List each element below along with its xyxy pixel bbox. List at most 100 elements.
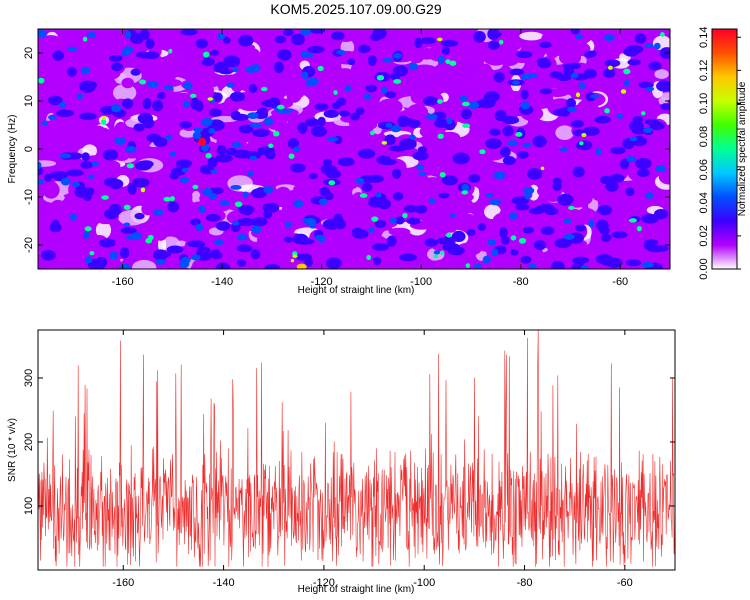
spectrogram-cell [207, 97, 214, 101]
spectrogram-cell [540, 226, 555, 235]
spectrogram-cell [102, 149, 119, 161]
spectrogram-cell [420, 36, 436, 45]
spectrogram-cell [274, 35, 287, 44]
spectrogram-cell [612, 167, 632, 176]
spectrogram-cell [330, 31, 345, 41]
spectrogram-cell [87, 32, 97, 39]
spectrogram-cell [572, 249, 597, 259]
spectrogram-cell [437, 133, 444, 139]
spectrogram-cell [487, 40, 500, 50]
spectrogram-cell [510, 235, 517, 241]
spectrogram-cell [347, 58, 356, 66]
spectrogram-cell [575, 140, 593, 151]
spectrogram-cell [565, 98, 577, 109]
spectrogram-cell [140, 187, 146, 193]
spectrogram-cell [249, 155, 257, 161]
spectrogram-cell [414, 37, 423, 49]
spectrogram-cell [101, 195, 109, 200]
colorbar-label: Normalized spectral amplitude [737, 81, 748, 216]
spectrogram-cell [47, 75, 68, 86]
spectrogram-cell [139, 29, 150, 41]
spectrogram-cell [262, 202, 280, 213]
spectrogram-cell [66, 152, 83, 160]
spectrogram-cell [230, 185, 242, 190]
spectrogram-cell [74, 240, 88, 252]
spectrogram-cell [268, 143, 274, 149]
spectrogram-cell [38, 35, 63, 51]
spectrogram-cell [399, 253, 417, 262]
spectrogram-cell [643, 242, 656, 251]
spectrogram-cell [336, 97, 347, 106]
spectrogram-x-axis: -160 -140 -120 -100 -80 -60 [112, 29, 628, 288]
spectrogram-cell [142, 186, 165, 200]
spectrogram-cell [381, 86, 388, 94]
spectrogram-cell [284, 236, 294, 243]
spectrogram-cell [603, 68, 616, 79]
colorbar-tick-label: 0.10 [698, 93, 710, 114]
spectrogram-cell [38, 237, 50, 253]
spectrogram-cell [562, 218, 573, 224]
spectrogram-cell [361, 182, 373, 192]
spectrogram-cell [545, 154, 558, 168]
spectrogram-cell [267, 221, 287, 237]
spectrogram-cell [414, 204, 428, 214]
spectrogram-cell [389, 217, 397, 224]
spectrogram-cell [50, 170, 68, 180]
spectrogram-cell [337, 157, 355, 167]
spectrogram-cell [657, 80, 670, 89]
spectrogram-cell [64, 199, 91, 216]
spectrogram-cell [507, 140, 518, 147]
spectrogram-cell [38, 178, 45, 185]
spectrogram-cell [165, 134, 173, 141]
spectrogram-cell [462, 123, 471, 129]
spectrogram-cell [628, 218, 637, 223]
colorbar-tick-label: 0.04 [698, 192, 710, 213]
spectrogram-cell [179, 259, 190, 268]
colorbar-scale [711, 28, 738, 270]
spectrogram-cell [374, 182, 387, 192]
spectrogram-cell [498, 39, 504, 45]
spectrogram-cell [273, 150, 300, 161]
spectrogram-cell [466, 228, 476, 237]
spectrogram-cell [38, 160, 57, 167]
spectrogram-cell [572, 256, 590, 265]
spectrogram-peak [296, 263, 307, 269]
spectrogram-cell [169, 172, 180, 180]
spectrogram-cell [603, 34, 615, 41]
spectrogram-cell [567, 106, 577, 113]
spectrogram-cell [181, 167, 189, 173]
spectrogram-cell [390, 125, 402, 133]
spectrogram-cell [314, 103, 329, 111]
spectrogram-cell [190, 154, 206, 164]
spectrogram-cell [101, 160, 121, 171]
spectrogram-cell [440, 39, 459, 47]
spectrogram-cell [336, 200, 349, 210]
spectrogram-cell [121, 77, 134, 89]
spectrogram-cell [499, 227, 508, 239]
spectrogram-cell [122, 98, 134, 109]
spectrogram-cell [192, 259, 208, 269]
spectrogram-cell [242, 191, 249, 199]
spectrogram-cell [299, 237, 309, 245]
spectrogram-cell [111, 62, 123, 72]
spectrogram-cell [381, 140, 388, 145]
spectrogram-cell [579, 141, 584, 146]
spectrogram-cell [247, 170, 254, 177]
spectrogram-cell [69, 259, 86, 269]
spectrogram-cell [424, 238, 438, 247]
spectrogram-cell [438, 192, 450, 199]
spectrogram-cell [595, 254, 614, 265]
spectrogram-cell [570, 29, 580, 35]
spectrogram-cell [145, 238, 153, 244]
spectrogram-cell [555, 125, 574, 141]
spectrogram-cell [418, 171, 427, 177]
spectrogram-cell [437, 55, 445, 64]
spectrogram-cell [354, 262, 371, 269]
spectrogram-cell [193, 127, 203, 133]
spectrogram-cell [434, 118, 450, 129]
spectrogram-cell [572, 166, 585, 178]
spectrogram-y-label: Frequency (Hz) [7, 115, 18, 184]
snr-series-line [38, 330, 675, 567]
spectrogram-cell [156, 91, 167, 100]
spectrogram-cell [290, 258, 295, 263]
